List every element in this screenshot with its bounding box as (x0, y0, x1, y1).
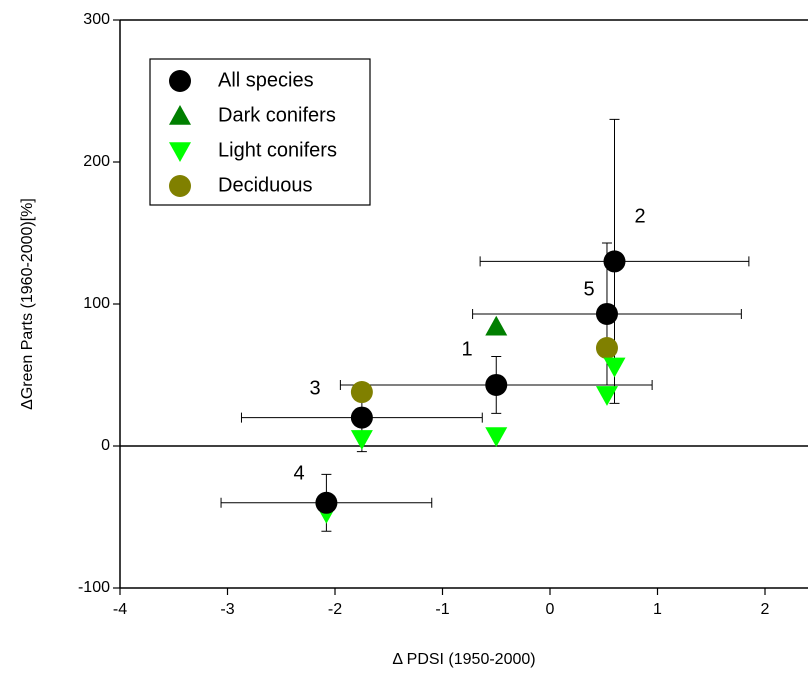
y-tick-label: 300 (83, 11, 110, 28)
annotation: 4 (293, 462, 304, 484)
y-tick-label: 200 (83, 153, 110, 170)
point (485, 373, 508, 396)
annotation: 1 (461, 338, 472, 360)
legend-marker (169, 142, 191, 162)
point (350, 430, 373, 450)
x-axis-label: Δ PDSI (1950-2000) (392, 651, 535, 668)
annotation: 5 (583, 278, 594, 300)
legend-label: Deciduous (218, 174, 313, 196)
point (595, 302, 618, 325)
x-tick-label: -2 (328, 601, 342, 618)
x-tick-label: -1 (435, 601, 449, 618)
point (350, 406, 373, 429)
x-tick-label: 2 (761, 601, 770, 618)
legend-marker (169, 105, 191, 125)
point (603, 357, 626, 378)
x-tick-label: -4 (113, 601, 127, 618)
x-tick-label: 1 (653, 601, 662, 618)
legend-label: Dark conifers (218, 104, 336, 126)
annotation: 3 (309, 377, 320, 399)
point (595, 386, 618, 406)
legend-label: All species (218, 69, 314, 91)
point (350, 381, 373, 404)
point (595, 337, 618, 360)
point (485, 315, 508, 336)
point (485, 427, 508, 448)
point (315, 491, 338, 514)
x-tick-label: 0 (546, 601, 555, 618)
annotation: 2 (634, 205, 645, 227)
y-axis-label: ΔGreen Parts (1960-2000)[%] (19, 198, 36, 410)
y-tick-label: 0 (101, 437, 110, 454)
legend-marker (169, 175, 191, 197)
legend-marker (169, 70, 191, 92)
legend-label: Light conifers (218, 139, 337, 161)
x-tick-label: -3 (220, 601, 234, 618)
point (603, 250, 626, 273)
y-tick-label: -100 (78, 579, 110, 596)
y-tick-label: 100 (83, 295, 110, 312)
